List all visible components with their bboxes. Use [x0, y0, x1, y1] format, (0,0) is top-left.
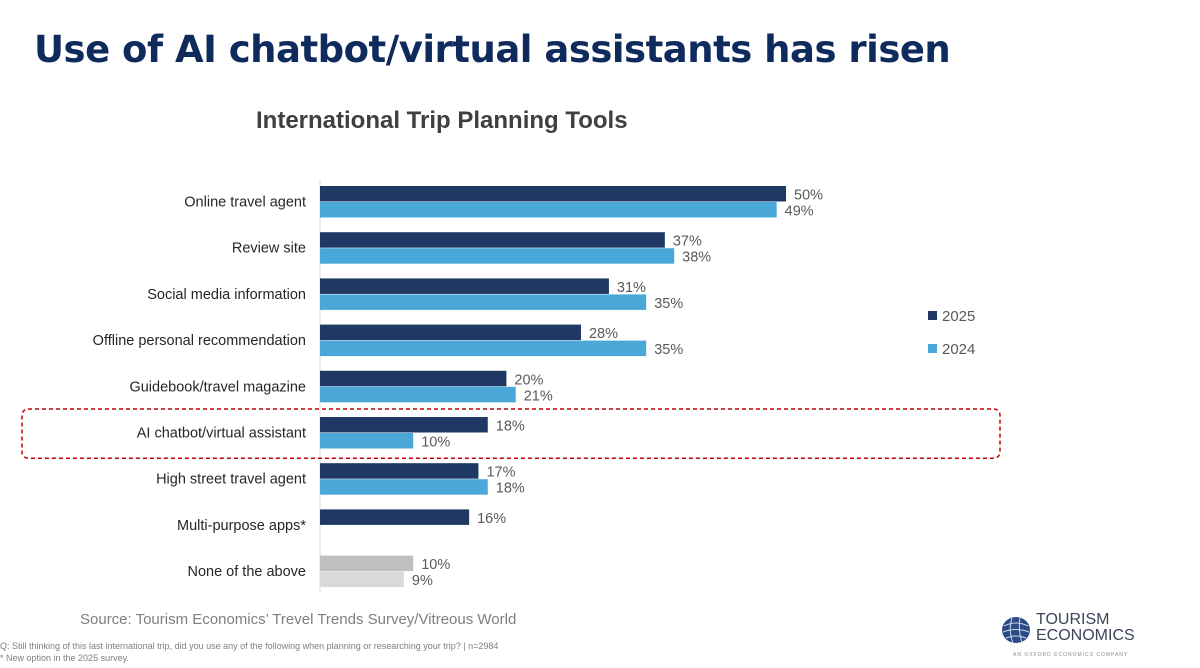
category-label: Online travel agent — [184, 195, 306, 211]
source-note: Source: Tourism Economics’ Trevel Trends… — [80, 611, 517, 628]
data-label-2025: 50% — [794, 188, 823, 204]
data-label-2025: 18% — [496, 419, 525, 435]
bar-2024 — [320, 202, 777, 218]
bar-2025 — [320, 278, 609, 294]
data-label-2025: 20% — [514, 372, 543, 388]
data-label-2025: 31% — [617, 280, 646, 296]
category-label: Multi-purpose apps* — [177, 518, 306, 534]
category-label: None of the above — [187, 564, 306, 580]
category-label: AI chatbot/virtual assistant — [137, 426, 306, 442]
slide-title: Use of AI chatbot/virtual assistants has… — [34, 28, 951, 71]
data-label-2024: 18% — [496, 481, 525, 497]
legend-swatch-2024 — [928, 344, 937, 353]
bar-2024 — [320, 294, 647, 310]
data-label-2024: 35% — [654, 296, 683, 312]
footnote: Q: Still thinking of this last internati… — [0, 640, 498, 664]
logo-tagline: AN OXFORD ECONOMICS COMPANY — [1013, 652, 1129, 658]
bar-2024 — [320, 340, 647, 357]
legend-label-2025: 2025 — [942, 308, 975, 325]
data-label-2025: 28% — [589, 326, 618, 342]
data-label-2024: 35% — [654, 342, 683, 358]
footnote-question: Q: Still thinking of this last internati… — [0, 641, 499, 651]
data-label-2025: 17% — [486, 465, 515, 481]
bar-2025 — [320, 509, 470, 525]
data-label-2024: 38% — [682, 250, 711, 266]
data-label-2025: 10% — [421, 557, 450, 573]
bar-2024 — [320, 479, 488, 495]
data-label-2024: 9% — [412, 573, 433, 589]
bar-chart: Online travel agent 50%49%Review site 37%3… — [21, 180, 1001, 592]
data-label-2024: 49% — [785, 204, 814, 220]
chart-title: International Trip Planning Tools — [256, 107, 628, 134]
tourism-economics-logo: TOURISM ECONOMICS AN OXFORD ECONOMICS CO… — [1000, 612, 1190, 662]
category-label: Guidebook/travel magazine — [129, 379, 306, 395]
bar-2025 — [320, 417, 488, 433]
logo-line1: TOURISM — [1036, 611, 1110, 628]
legend-label-2024: 2024 — [942, 341, 975, 358]
bar-2024 — [320, 248, 675, 264]
bar-2025 — [320, 232, 665, 248]
category-label: Review site — [232, 241, 306, 257]
bar-2024 — [320, 571, 404, 588]
bar-2024 — [320, 386, 516, 403]
globe-icon — [1002, 616, 1030, 644]
footnote-new-option: * New option in the 2025 survey. — [0, 653, 129, 663]
bar-2025 — [320, 555, 414, 572]
bar-2025 — [320, 324, 581, 341]
data-label-2025: 16% — [477, 511, 506, 527]
data-label-2025: 37% — [673, 234, 702, 250]
highlight-box — [21, 408, 1001, 459]
category-label: High street travel agent — [156, 472, 306, 488]
bar-2025 — [320, 186, 786, 202]
category-label: Offline personal recommendation — [93, 333, 306, 349]
bar-2025 — [320, 463, 479, 479]
logo-line2: ECONOMICS — [1036, 627, 1135, 644]
category-label: Social media information — [147, 287, 306, 303]
bar-2024 — [320, 433, 414, 449]
data-label-2024: 10% — [421, 435, 450, 451]
bar-2025 — [320, 370, 507, 387]
legend-swatch-2025 — [928, 311, 937, 320]
data-label-2024: 21% — [524, 388, 553, 404]
